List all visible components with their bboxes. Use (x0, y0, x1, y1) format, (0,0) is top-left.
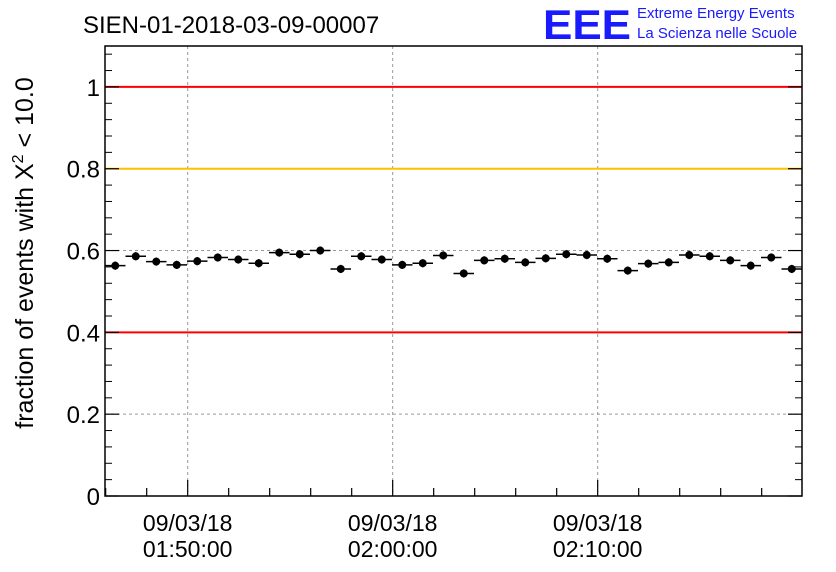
data-point (658, 258, 679, 267)
data-point (453, 269, 474, 278)
data-point (638, 259, 659, 268)
data-point (474, 256, 495, 265)
point-marker (234, 255, 243, 264)
point-marker (746, 261, 755, 270)
y-axis-label-sup: 2 (10, 154, 27, 163)
point-marker (275, 248, 284, 257)
logo-mark: EEE (543, 1, 631, 48)
point-marker (664, 258, 673, 267)
point-marker (111, 261, 120, 270)
data-point (679, 250, 700, 260)
x-tick-label-time: 02:00:00 (348, 536, 438, 562)
y-tick-label: 0 (87, 484, 100, 511)
data-point (740, 261, 761, 270)
reference-lines (105, 85, 802, 334)
data-point (146, 257, 167, 266)
data-point (597, 254, 618, 263)
point-marker (377, 255, 386, 264)
data-point (207, 253, 228, 262)
point-marker (439, 251, 448, 260)
x-tick-label-time: 02:10:00 (553, 536, 643, 562)
y-tick-label: 0.4 (67, 320, 100, 347)
data-point (248, 259, 269, 268)
point-marker (644, 259, 653, 268)
data-point (125, 252, 146, 261)
point-marker (131, 252, 140, 261)
logo-line2: La Scienza nelle Scuole (637, 25, 797, 42)
data-point (699, 252, 720, 261)
data-point (310, 246, 331, 255)
point-marker (316, 246, 325, 255)
y-tick-label: 0.2 (67, 402, 100, 429)
data-point (228, 255, 249, 264)
x-tick-label-date: 09/03/18 (143, 510, 233, 536)
y-axis-label-symbol: X (11, 163, 39, 180)
point-marker (767, 253, 776, 262)
point-marker (418, 259, 427, 268)
point-marker (787, 264, 796, 273)
y-axis-label: fraction of events with X2 < 10.0 (10, 77, 39, 428)
data-point (412, 259, 433, 268)
data-point (187, 257, 208, 266)
point-marker (705, 252, 714, 261)
data-point (617, 266, 638, 275)
point-marker (398, 260, 407, 269)
data-points (105, 246, 802, 278)
point-marker (480, 256, 489, 265)
data-point (269, 248, 290, 257)
point-marker (726, 256, 735, 265)
point-marker (193, 257, 202, 266)
plot-frame (104, 45, 803, 497)
point-marker (582, 251, 591, 260)
point-marker (562, 250, 571, 259)
data-point (576, 250, 597, 260)
data-point (166, 260, 187, 269)
point-marker (459, 269, 468, 278)
point-marker (521, 258, 530, 267)
data-point (515, 258, 536, 267)
data-point (433, 251, 454, 260)
axes: 00.20.40.60.8109/03/1801:50:0009/03/1802… (67, 53, 802, 562)
data-point (494, 254, 515, 263)
y-axis-label-prefix: fraction of events with (11, 180, 39, 429)
point-marker (541, 254, 550, 263)
data-point (761, 253, 782, 262)
data-point (351, 252, 372, 261)
data-point (105, 261, 126, 270)
x-tick-label-date: 09/03/18 (348, 510, 438, 536)
data-point (371, 255, 392, 264)
data-point (392, 260, 413, 269)
point-marker (336, 264, 345, 273)
x-tick-label-date: 09/03/18 (553, 510, 643, 536)
point-marker (500, 254, 509, 263)
point-marker (357, 252, 366, 261)
data-point (781, 264, 802, 274)
data-point (720, 256, 741, 265)
chart-title: SIEN-01-2018-03-09-00007 (83, 12, 379, 39)
data-point (556, 250, 577, 259)
point-marker (254, 259, 263, 268)
y-tick-label: 1 (87, 75, 100, 102)
point-marker (623, 266, 632, 275)
logo: EEE Extreme Energy Events La Scienza nel… (543, 1, 797, 48)
point-marker (152, 257, 161, 266)
y-axis-label-suffix: < 10.0 (11, 77, 39, 154)
point-marker (172, 260, 181, 269)
data-point (535, 254, 556, 263)
data-point (330, 264, 351, 274)
data-point (289, 250, 310, 259)
point-marker (603, 254, 612, 263)
grid (105, 46, 802, 496)
x-tick-label-time: 01:50:00 (143, 536, 233, 562)
y-tick-label: 0.8 (67, 157, 100, 184)
point-marker (295, 250, 304, 259)
point-marker (213, 253, 222, 262)
point-marker (685, 251, 694, 260)
logo-line1: Extreme Energy Events (637, 5, 795, 22)
y-tick-label: 0.6 (67, 239, 100, 266)
